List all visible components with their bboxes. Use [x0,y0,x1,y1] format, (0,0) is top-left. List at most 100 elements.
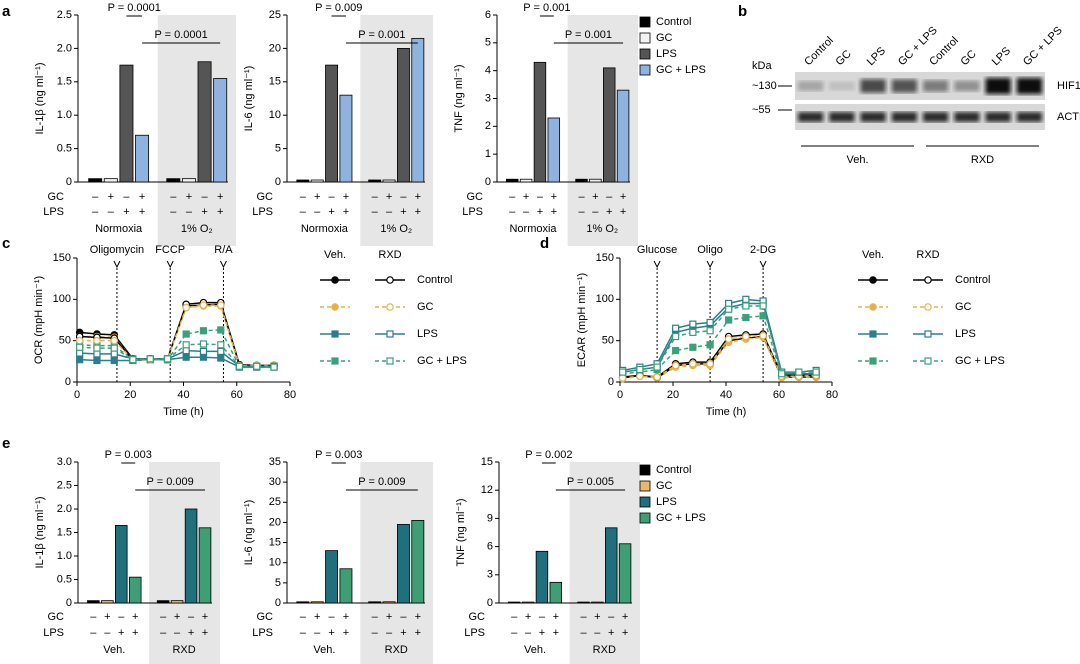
row-sign: – [188,611,195,623]
legend-swatch [639,512,651,524]
legend-header: RXD [916,249,939,261]
panel-label: a [2,3,11,20]
y-tick-label: 10 [269,557,281,569]
x-tick-label: 80 [826,389,838,401]
marker [924,276,932,284]
marker [812,368,820,376]
row-sign: + [551,191,557,203]
y-axis-label: IL-6 (ng ml⁻¹) [243,500,255,566]
blot-band [1016,112,1042,122]
row-sign: – [90,611,97,623]
marker [217,354,225,362]
bar [368,601,382,604]
row-sign: + [314,611,320,623]
row-sign: – [314,206,321,218]
x-tick-label: 60 [231,389,243,401]
marker [636,366,644,374]
marker [778,370,786,378]
row-sign: + [201,206,207,218]
row-sign: – [186,206,193,218]
x-tick-label: 40 [720,389,732,401]
row-sign: + [343,627,349,639]
row-sign: + [592,191,598,203]
row-sign: – [118,611,125,623]
bar [591,601,604,604]
marker [93,336,101,345]
marker [331,330,339,338]
injection-arrow [759,260,767,269]
row-sign: + [217,191,223,203]
bar [197,61,212,183]
marker [93,356,101,365]
row-sign: + [343,611,349,623]
marker [182,303,190,312]
row-label: GC [48,611,65,623]
marker [76,349,84,357]
p-value: P = 0.005 [567,476,614,488]
row-label: LPS [43,627,64,639]
row-sign: – [329,191,336,203]
x-axis-label: Time (h) [163,406,204,418]
legend-label: LPS [656,496,677,508]
marker [199,353,208,361]
group-label: 1% O₂ [586,223,618,235]
row-sign: – [580,611,587,623]
y-tick-label: 0 [65,376,71,388]
legend-swatch [639,16,651,28]
row-sign: – [300,191,307,203]
marker [253,362,261,370]
blot-group: RXD [971,154,994,166]
y-tick-label: 20 [269,516,281,528]
row-sign: – [300,206,307,218]
blot-band [954,80,980,92]
row-sign: – [525,627,532,639]
p-value: P = 0.001 [565,29,612,41]
y-tick-label: 6 [487,541,493,553]
marker [672,332,680,341]
y-tick-label: 1.0 [57,109,72,121]
legend-label: Control [955,274,990,286]
injection-label: Oligomycin [90,244,144,256]
group-label: Veh. [524,644,546,656]
bar [115,525,128,604]
x-tick-label: 40 [177,389,189,401]
row-sign: + [537,206,543,218]
row-sign: + [108,191,114,203]
injection-arrow [113,260,121,269]
bar [577,601,590,604]
legend-swatch [639,64,651,76]
bar [166,178,181,183]
marker [869,357,877,365]
y-tick-label: 0 [608,376,614,388]
injection-arrow [706,260,714,269]
row-sign: – [372,191,379,203]
row-sign: – [608,611,615,623]
bar [119,64,134,183]
marker [742,302,750,310]
marker [199,327,208,335]
lane-label: LPS [990,45,1013,68]
blot-band [891,112,917,122]
blot-band [985,78,1011,94]
marker [869,330,877,338]
y-tick-label: 100 [53,293,71,305]
row-sign: – [523,206,530,218]
group-label: Normoxia [301,223,349,235]
legend-label: GC [955,301,972,313]
y-tick-label: 0 [66,597,72,609]
marker [759,302,767,310]
row-sign: + [386,191,392,203]
row-sign: + [328,206,334,218]
bar [101,600,114,604]
bar [589,178,602,183]
marker [742,295,750,303]
marker [270,363,278,371]
row-sign: – [606,191,613,203]
injection-label: Glucose [637,244,677,256]
bar [181,178,196,183]
bar [156,600,170,604]
row-sign: + [123,206,129,218]
marker [182,330,190,338]
panel-label: c [2,235,10,252]
